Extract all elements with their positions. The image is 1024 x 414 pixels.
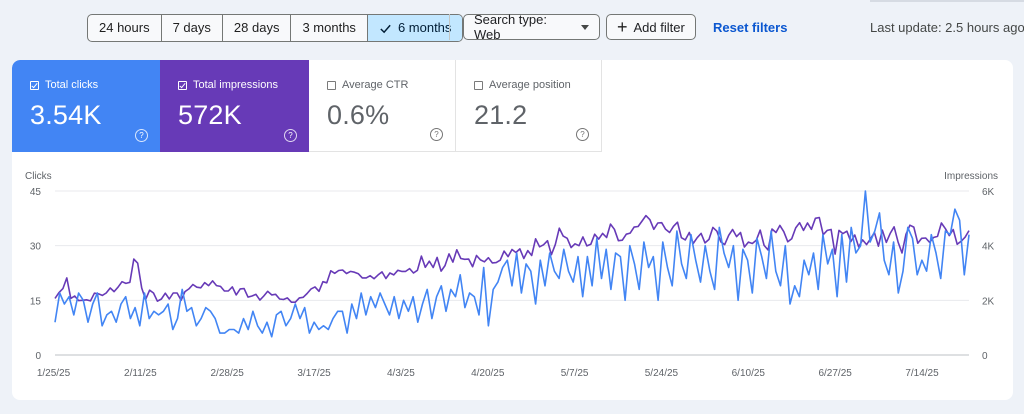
x-axis-tick-label: 2/11/25 [124,368,157,379]
average-position-card[interactable]: Average position 21.2 ? [456,60,602,152]
total-impressions-checkbox[interactable] [178,80,187,90]
toolbar: 24 hours 7 days 28 days 3 months 6 month… [0,0,1024,56]
x-axis-ticks: 1/25/25 2/11/25 2/28/25 3/17/25 4/3/25 4/20/2… [37,368,939,379]
reset-filters-link[interactable]: Reset filters [713,20,788,35]
right-axis-tick-label: 0 [982,351,988,362]
help-icon[interactable]: ? [576,128,589,141]
average-position-label: Average position [489,79,571,91]
total-clicks-card[interactable]: Total clicks 3.54K ? [12,60,160,152]
impressions-series-line [54,214,970,303]
average-ctr-card[interactable]: Average CTR 0.6% ? [309,60,456,152]
x-axis-tick-label: 4/3/25 [387,368,415,379]
toolbar-divider [449,14,450,40]
add-filter-button[interactable]: + Add filter [606,14,696,40]
total-impressions-value: 572K [178,100,242,130]
left-axis-tick-label: 30 [30,242,42,253]
help-icon[interactable]: ? [430,128,443,141]
range-3-months-button[interactable]: 3 months [291,15,368,41]
add-filter-label: Add filter [633,19,685,35]
left-axis-tick-label: 15 [30,296,42,307]
average-ctr-checkbox[interactable] [327,80,336,90]
range-6-months-label: 6 months [397,20,452,35]
x-axis-tick-label: 1/25/25 [37,368,71,379]
right-axis-ticks: 6K 4K 2K 0 [982,187,995,362]
total-clicks-value: 3.54K [30,100,102,130]
help-icon[interactable]: ? [284,129,297,142]
total-impressions-card[interactable]: Total impressions 572K ? [160,60,309,152]
left-axis-title: Clicks [25,171,52,182]
help-icon[interactable]: ? [135,129,148,142]
average-position-header: Average position [474,79,571,91]
check-icon [380,24,391,33]
x-axis-tick-label: 6/27/25 [818,368,852,379]
clicks-series-line [54,190,970,338]
average-ctr-header: Average CTR [327,79,408,91]
left-axis-tick-label: 45 [30,187,42,198]
total-impressions-label: Total impressions [193,79,278,91]
x-axis-tick-label: 5/7/25 [561,368,589,379]
last-update-text: Last update: 2.5 hours ago [870,20,1024,35]
chart-series [54,190,970,338]
right-axis-tick-label: 4K [982,242,995,253]
search-type-dropdown[interactable]: Search type: Web [463,12,600,42]
average-ctr-value: 0.6% [327,100,390,130]
average-position-checkbox[interactable] [474,80,483,90]
top-divider [870,0,1024,2]
total-clicks-header: Total clicks [30,79,98,91]
x-axis-tick-label: 7/14/25 [905,368,939,379]
x-axis-tick-label: 3/17/25 [297,368,331,379]
performance-card: Total clicks 3.54K ? Total impressions 5… [12,60,1013,400]
total-impressions-header: Total impressions [178,79,278,91]
right-axis-title: Impressions [944,171,998,182]
plus-icon: + [617,17,628,37]
total-clicks-checkbox[interactable] [30,80,39,90]
range-6-months-button[interactable]: 6 months [367,15,463,41]
left-axis-tick-label: 0 [35,351,41,362]
average-ctr-label: Average CTR [342,79,409,91]
range-28-days-button[interactable]: 28 days [223,15,292,41]
x-axis-tick-label: 5/24/25 [645,368,679,379]
performance-chart[interactable]: Clicks Impressions 45 30 15 0 6K 4K 2K 0 1/25/… [12,60,1013,400]
x-axis-tick-label: 6/10/25 [732,368,766,379]
left-axis-ticks: 45 30 15 0 [30,187,42,362]
x-axis-tick-label: 4/20/25 [471,368,505,379]
average-position-value: 21.2 [474,100,528,130]
total-clicks-label: Total clicks [45,79,99,91]
right-axis-tick-label: 2K [982,296,995,307]
x-axis-tick-label: 2/28/25 [211,368,245,379]
search-type-label: Search type: Web [474,12,547,42]
range-7-days-button[interactable]: 7 days [162,15,223,41]
caret-down-icon [581,24,589,30]
range-24-hours-button[interactable]: 24 hours [88,15,162,41]
date-range-selector: 24 hours 7 days 28 days 3 months 6 month… [87,14,464,42]
chart-gridlines [55,190,969,356]
right-axis-tick-label: 6K [982,187,995,198]
